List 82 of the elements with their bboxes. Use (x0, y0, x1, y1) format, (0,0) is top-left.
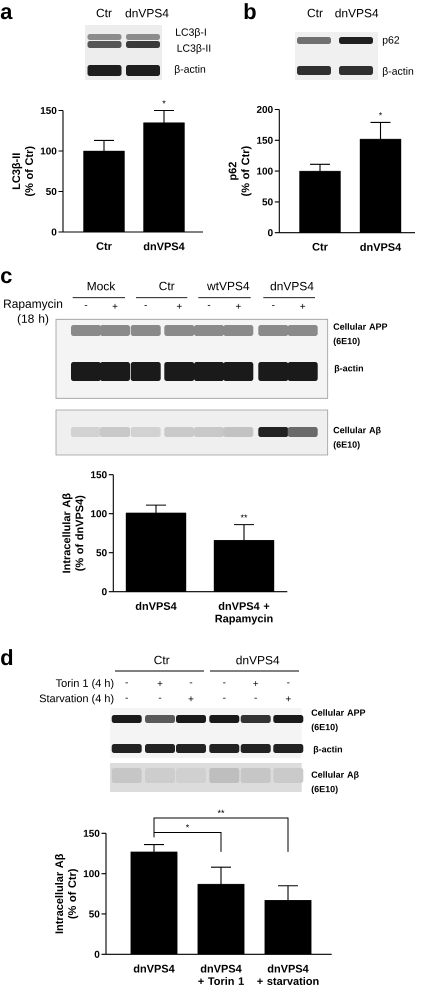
text: - (272, 305, 275, 306)
text: Rapamycin (18 h) (4, 299, 62, 326)
text: p62 (382, 36, 400, 46)
chart-title: b (244, 3, 256, 20)
text: Cellular APP (6E10) (334, 323, 388, 346)
text: dnVPS4 (270, 282, 314, 290)
text: Cellular Aβ (6E10) (334, 426, 381, 450)
y-axis-title: LC3β-II (% of Ctr) (12, 146, 36, 196)
text: β-actin (334, 364, 364, 374)
y-tick-label: 0 (268, 229, 273, 236)
y-tick-label: 150 (257, 136, 273, 144)
text: wtVPS4 (207, 282, 250, 290)
text: β-actin (174, 65, 206, 75)
text: + (286, 696, 291, 702)
text: Torin 1 (4 h) (56, 678, 114, 690)
x-tick-label: dnVPS4 + Rapamycin (216, 602, 273, 625)
text: - (158, 698, 162, 699)
text: Cellular Aβ (6E10) (312, 771, 359, 794)
y-axis-title: Intracellular Aβ (% of Ctr) (54, 854, 78, 934)
text: - (190, 682, 192, 684)
y-tick-label: 50 (262, 198, 273, 206)
text: - (84, 305, 88, 306)
text: Ctr (154, 656, 170, 664)
text: + (188, 696, 194, 702)
text: Ctr (159, 282, 174, 290)
y-tick-label: 50 (89, 910, 100, 918)
text: β-actin (314, 746, 342, 754)
text: + (158, 681, 162, 686)
annotation: * (378, 112, 382, 116)
y-tick-label: 100 (91, 510, 107, 518)
y-tick-label: 50 (96, 549, 107, 556)
y-tick-label: 150 (40, 106, 56, 114)
text: β-actin (382, 67, 414, 77)
x-tick-label: dnVPS4 (360, 242, 402, 251)
chart-title: c (1, 271, 12, 284)
text: - (223, 698, 226, 699)
text: ** (218, 810, 224, 813)
text: Ctr (308, 8, 323, 18)
y-tick-label: 0 (94, 950, 100, 958)
text: - (125, 698, 128, 699)
x-tick-label: Ctr (96, 242, 112, 250)
text: * (186, 824, 190, 828)
text: - (144, 305, 147, 306)
x-tick-label: dnVPS4 + Torin 1 (198, 964, 244, 986)
y-tick-label: 50 (46, 188, 56, 196)
text: * (162, 100, 166, 104)
text: + (253, 681, 258, 686)
text: LC3β-I (176, 28, 206, 38)
chart-title: a (0, 7, 13, 20)
x-tick-label: dnVPS4 (134, 964, 175, 973)
y-tick-label: 100 (257, 168, 273, 175)
text: - (287, 682, 290, 684)
text: + (112, 304, 118, 309)
chart-title: d (1, 649, 12, 666)
text: + (236, 304, 241, 309)
x-tick-label: dnVPS4 + starvation (257, 964, 319, 986)
text: - (254, 698, 257, 699)
text: dnVPS4 (335, 8, 378, 18)
y-tick-label: 0 (102, 588, 107, 596)
text: - (125, 682, 128, 684)
text: dnVPS4 (236, 656, 280, 664)
y-tick-label: 0 (52, 228, 56, 236)
y-tick-label: 150 (91, 471, 107, 478)
x-tick-label: Ctr (312, 242, 328, 251)
text: Cellular APP (6E10) (312, 709, 366, 732)
text: + (300, 304, 306, 309)
text: LC3β-II (178, 44, 210, 54)
y-tick-label: 100 (84, 870, 100, 878)
text: - (223, 682, 226, 684)
annotation: ** (240, 514, 248, 518)
text: + (176, 304, 182, 309)
y-axis-title: Intracellular Aβ (% of dnVPS4) (62, 493, 86, 573)
text: Mock (88, 282, 116, 290)
y-tick-label: 150 (84, 830, 100, 837)
y-axis-title: p62 (% of Ctr) (228, 146, 252, 196)
text: dnVPS4 (126, 8, 169, 18)
text: Starvation (4 h) (40, 694, 114, 704)
y-tick-label: 100 (40, 147, 56, 155)
text: - (208, 305, 210, 306)
x-tick-label: dnVPS4 (144, 242, 185, 250)
text: Ctr (96, 8, 112, 18)
y-tick-label: 200 (256, 106, 273, 114)
